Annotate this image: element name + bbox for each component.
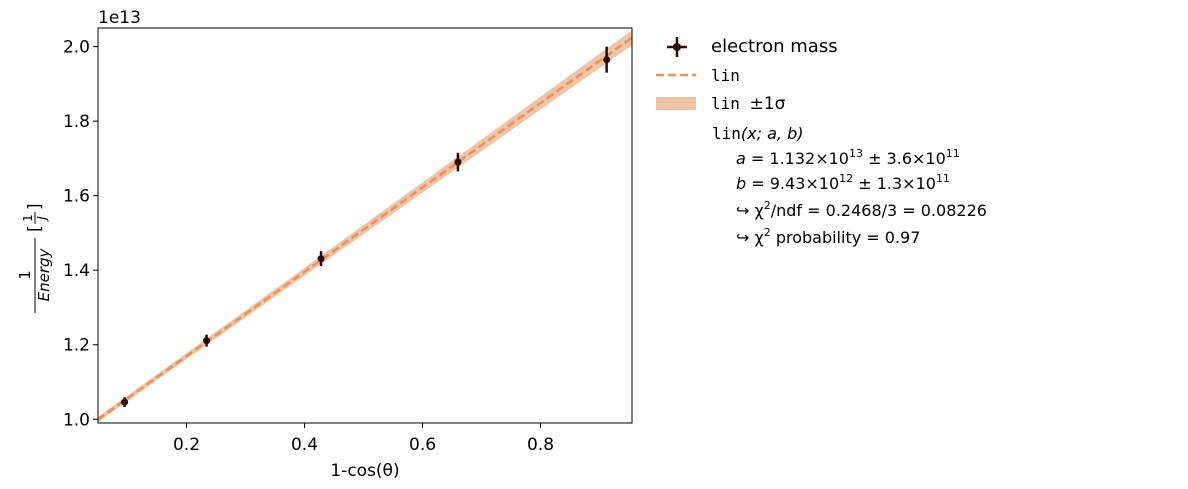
plot-frame (97, 27, 633, 424)
x-axis-label: 1-cos(θ) (330, 461, 399, 481)
y-label-bracket-close: ] (25, 203, 45, 210)
y-label-bracket-open: [ (25, 225, 45, 232)
data-marker (317, 255, 325, 263)
fit-b-label: b = (736, 174, 765, 193)
fit-chi2-probability: ↪ χ2 probability = 0.97 (712, 226, 921, 247)
fit-a-label: a = (736, 149, 765, 168)
x-tick-label: 0.2 (173, 435, 200, 455)
data-point (121, 397, 129, 407)
y-axis-label: 1 Energy [ 1 J ] (16, 203, 53, 313)
y-tick-label: 1.8 (63, 112, 90, 132)
fit-prob-prefix: ↪ χ (736, 228, 764, 247)
fit-line (98, 36, 632, 421)
fit-uncertainty-band (98, 30, 632, 423)
fit-a-err: ± 3.6×10 (868, 149, 946, 168)
data-marker (203, 337, 211, 345)
y-label-numerator: 1 (16, 270, 34, 280)
fit-chi2-prefix: ↪ χ (736, 201, 764, 220)
fit-a-exp: 13 (848, 147, 863, 160)
data-point (454, 152, 462, 172)
data-marker (121, 398, 129, 406)
fit-chi2-sup: 2 (763, 199, 771, 212)
fit-b-err-exp: 11 (935, 172, 950, 185)
data-marker (603, 56, 611, 64)
data-point (317, 251, 325, 267)
fit-chi2-text: /ndf = 0.2468/3 = 0.08226 (770, 201, 987, 220)
fit-b-exp: 12 (839, 172, 854, 185)
y-tick-label: 1.0 (63, 410, 90, 430)
x-tick-label: 0.8 (527, 435, 554, 455)
fit-function: lin(x; a, b) (712, 124, 803, 143)
fit-b-err: ± 1.3×10 (858, 174, 936, 193)
x-tick-label: 0.4 (291, 435, 318, 455)
legend-marker-band (656, 97, 696, 110)
y-tick-label: 1.4 (63, 261, 90, 281)
legend-label-lin: lin (711, 66, 740, 85)
y-label-unit-den: J (35, 216, 49, 222)
data-marker (454, 158, 462, 166)
data-point (603, 46, 611, 73)
legend-band-prefix: lin (711, 94, 750, 113)
fit-prob-text: probability = 0.97 (770, 228, 921, 247)
y-offset-text: 1e13 (98, 8, 141, 28)
fit-chi2-ndf: ↪ χ2/ndf = 0.2468/3 = 0.08226 (712, 199, 987, 220)
fit-func-args: (x; a, b) (740, 124, 804, 143)
y-tick-label: 2.0 (63, 38, 90, 58)
fit-param-a: a = 1.132×1013 ± 3.6×1011 (712, 147, 960, 168)
legend-marker-electron-mass (667, 37, 687, 57)
y-tick-label: 1.2 (63, 336, 90, 356)
data-point (203, 334, 211, 347)
y-label-denominator: Energy (35, 247, 53, 301)
x-tick-label: 0.6 (409, 435, 436, 455)
legend-label-electron-mass: electron mass (711, 36, 838, 57)
fit-a-err-exp: 11 (945, 147, 960, 160)
y-label-unit-num: 1 (21, 214, 35, 222)
y-tick-label: 1.6 (63, 187, 90, 207)
legend-label-band: lin ±1σ (711, 94, 785, 114)
fit-a-value: 1.132×10 (769, 149, 849, 168)
fit-b-value: 9.43×10 (769, 174, 840, 193)
fit-param-b: b = 9.43×1012 ± 1.3×1011 (712, 172, 950, 193)
fit-prob-sup: 2 (763, 226, 771, 239)
legend-band-suffix: ±1σ (749, 94, 786, 114)
fit-func-name: lin (712, 124, 741, 143)
